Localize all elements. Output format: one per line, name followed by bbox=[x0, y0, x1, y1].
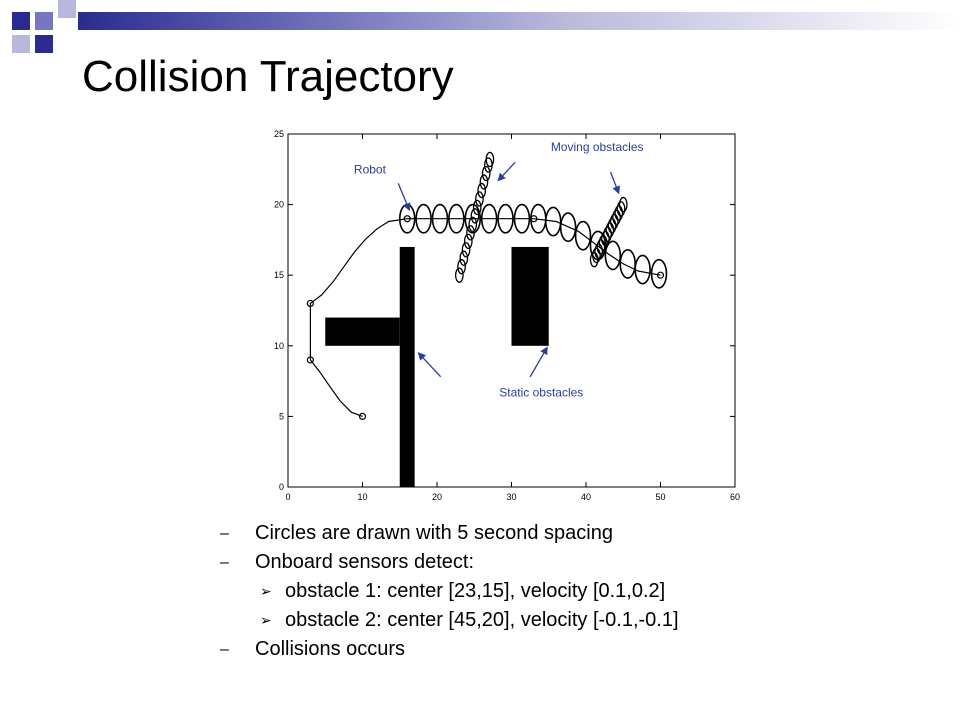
moving-obstacle-1-circle bbox=[457, 259, 466, 275]
moving-obstacle-1-circle bbox=[454, 267, 464, 283]
moving-obstacle-2-circle bbox=[612, 209, 621, 226]
moving-obstacle-2-circle bbox=[616, 201, 626, 217]
moving-obstacle-1-circle bbox=[466, 225, 475, 241]
x-tick-label: 0 bbox=[285, 492, 290, 502]
annotation-label: Moving obstacles bbox=[551, 140, 644, 154]
annotation-arrow bbox=[529, 346, 548, 378]
x-tick-label: 50 bbox=[655, 492, 665, 502]
bullet-text: Collisions occurs bbox=[255, 638, 406, 660]
moving-obstacle-2-circle bbox=[596, 239, 606, 255]
static-obstacle-2 bbox=[325, 317, 400, 346]
moving-obstacle-2-circle bbox=[603, 226, 612, 242]
bullet-text: obstacle 2: center [45,20], velocity [-0… bbox=[285, 609, 679, 631]
moving-obstacle-1-circle bbox=[475, 191, 484, 207]
moving-obstacle-1-circle bbox=[468, 216, 478, 233]
bullet-item: ➢ obstacle 1: center [23,15], velocity [0… bbox=[210, 577, 910, 606]
deco-square bbox=[35, 12, 53, 30]
annotation-label: Static obstacles bbox=[499, 386, 583, 400]
bullet-item: ➢ obstacle 2: center [45,20], velocity [-… bbox=[210, 606, 910, 635]
page-title: Collision Trajectory bbox=[82, 52, 454, 101]
moving-obstacle-1-circle bbox=[485, 151, 495, 168]
bullet-item: – Collisions occurs bbox=[210, 635, 910, 664]
dash-bullet-icon: – bbox=[220, 554, 229, 571]
annotation-arrow bbox=[417, 352, 442, 378]
moving-obstacle-1-circle bbox=[477, 182, 487, 199]
bullet-item: – Circles are drawn with 5 second spacing bbox=[210, 519, 910, 548]
deco-square bbox=[12, 12, 30, 30]
robot-circle bbox=[431, 203, 449, 234]
x-tick-label: 40 bbox=[581, 492, 591, 502]
y-tick-label: 15 bbox=[274, 270, 284, 280]
robot-circle bbox=[559, 212, 577, 243]
bullet-text: Circles are drawn with 5 second spacing bbox=[255, 522, 613, 544]
annotation-arrow bbox=[397, 183, 411, 212]
moving-obstacle-2-circle bbox=[592, 247, 601, 264]
robot-circle bbox=[480, 203, 498, 234]
x-tick-label: 30 bbox=[506, 492, 516, 502]
moving-obstacle-1-circle bbox=[459, 250, 469, 266]
waypoint-marker bbox=[403, 215, 411, 223]
robot-circle bbox=[513, 203, 531, 234]
waypoint-marker bbox=[306, 356, 314, 364]
robot-circle bbox=[650, 258, 668, 289]
moving-obstacle-2-circle bbox=[607, 218, 617, 234]
y-tick-label: 5 bbox=[279, 411, 284, 421]
annotation-arrow bbox=[609, 171, 620, 195]
x-tick-label: 10 bbox=[357, 492, 367, 502]
waypoint-marker bbox=[306, 299, 314, 308]
bullet-item: – Onboard sensors detect: bbox=[210, 548, 910, 577]
arrow-bullet-icon: ➢ bbox=[260, 583, 272, 599]
waypoint-marker bbox=[656, 271, 665, 279]
waypoint-marker bbox=[530, 215, 538, 223]
annotation-label: Robot bbox=[354, 163, 387, 177]
waypoint-marker bbox=[358, 412, 367, 420]
moving-obstacle-1-circle bbox=[463, 233, 473, 250]
robot-circle bbox=[415, 203, 432, 234]
moving-obstacle-2-circle bbox=[594, 243, 604, 259]
moving-obstacle-2-circle bbox=[600, 230, 610, 247]
robot-circle bbox=[634, 254, 651, 285]
deco-square bbox=[35, 35, 53, 53]
y-tick-label: 25 bbox=[274, 129, 284, 139]
robot-circle bbox=[574, 220, 592, 251]
moving-obstacle-2-circle bbox=[618, 196, 628, 213]
robot-circle bbox=[448, 203, 465, 234]
robot-trajectory bbox=[309, 218, 661, 417]
y-tick-label: 0 bbox=[279, 482, 284, 492]
arrow-bullet-icon: ➢ bbox=[260, 612, 272, 628]
moving-obstacle-2-circle bbox=[589, 251, 599, 268]
moving-obstacle-2-circle bbox=[598, 235, 608, 251]
moving-obstacle-1-circle bbox=[479, 174, 489, 190]
moving-obstacle-1-circle bbox=[470, 208, 480, 224]
robot-circle bbox=[464, 203, 482, 234]
bullet-text: obstacle 1: center [23,15], velocity [0.… bbox=[285, 580, 666, 602]
moving-obstacle-2-circle bbox=[605, 222, 615, 238]
x-tick-label: 20 bbox=[432, 492, 442, 502]
dash-bullet-icon: – bbox=[220, 525, 229, 542]
robot-circle bbox=[604, 240, 622, 271]
moving-obstacle-1-circle bbox=[472, 199, 482, 216]
deco-square bbox=[58, 0, 76, 18]
dash-bullet-icon: – bbox=[220, 641, 229, 658]
moving-obstacle-1-circle bbox=[461, 242, 471, 258]
static-obstacle-3 bbox=[511, 246, 549, 346]
bullet-text: Onboard sensors detect: bbox=[255, 551, 475, 573]
annotation-arrow bbox=[497, 161, 516, 182]
moving-obstacle-1-circle bbox=[481, 165, 491, 182]
deco-square bbox=[12, 35, 30, 53]
y-tick-label: 20 bbox=[274, 200, 284, 210]
bullet-list: – Circles are drawn with 5 second spacing… bbox=[210, 519, 910, 664]
y-tick-label: 10 bbox=[274, 341, 284, 351]
static-obstacle-1 bbox=[399, 246, 415, 487]
moving-obstacle-2-circle bbox=[609, 213, 619, 230]
x-tick-label: 60 bbox=[730, 492, 740, 502]
robot-circle bbox=[497, 203, 514, 234]
title-gradient-bar bbox=[78, 12, 960, 30]
moving-obstacle-2-circle bbox=[614, 205, 624, 221]
